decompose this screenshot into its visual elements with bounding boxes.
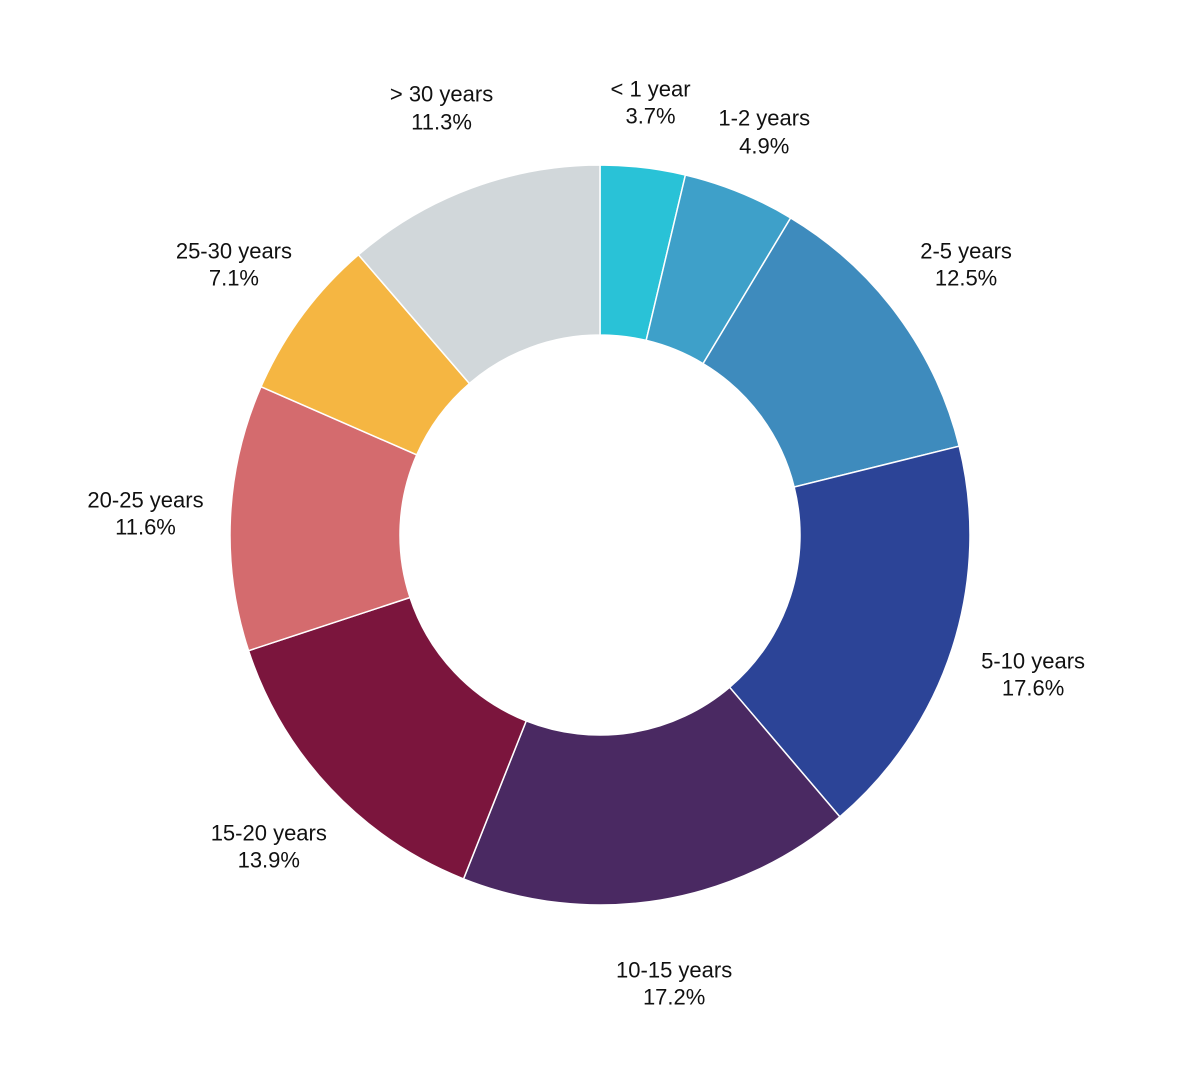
- donut-chart: < 1 year3.7%1-2 years4.9%2-5 years12.5%5…: [0, 0, 1200, 1070]
- donut-svg: [0, 0, 1200, 1070]
